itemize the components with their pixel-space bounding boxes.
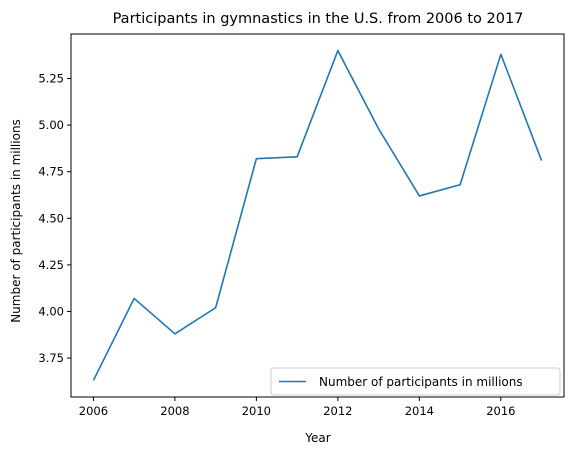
x-tick-label: 2012 [323,404,352,418]
chart-title: Participants in gymnastics in the U.S. f… [113,11,524,27]
x-tick-label: 2014 [405,404,434,418]
legend-box [270,367,561,396]
x-tick-label: 2010 [242,404,271,418]
y-tick-label: 4.75 [38,165,64,179]
axes-frame [70,33,565,398]
y-tick-label: 4.50 [38,211,64,225]
legend: Number of participants in millions [270,367,561,396]
y-tick-label: 4.00 [38,304,64,318]
x-axis-label: Year [304,431,330,445]
plot-area: 2006 2008 2010 2012 2014 2016 3.75 4.00 4.25 4.50… [38,33,565,418]
series-line [92,49,543,381]
x-tick-label: 2006 [79,404,108,418]
y-tick-label: 5.25 [38,72,64,86]
x-tick-label: 2008 [160,404,189,418]
y-tick-label: 3.75 [38,351,64,365]
y-tick-label: 4.25 [38,258,64,272]
y-axis-label: Number of participants in millions [9,119,23,323]
legend-entry: Number of participants in millions [319,375,523,389]
y-tick-label: 5.00 [38,118,64,132]
x-tick-label: 2016 [486,404,515,418]
